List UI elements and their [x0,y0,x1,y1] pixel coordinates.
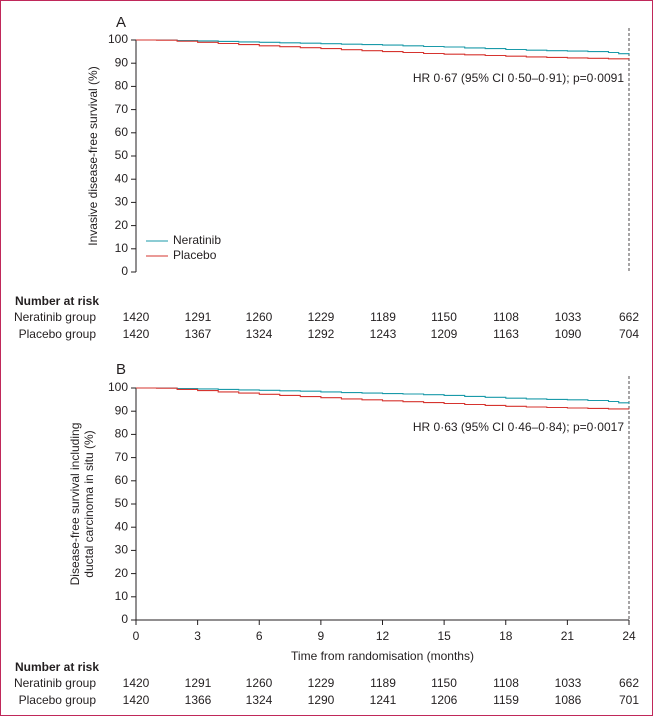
panel-b-risk-value: 1260 [246,676,273,690]
panel-a-y-axis-title: Invasive disease-free survival (%) [86,66,100,245]
panel-b-risk-header: Number at risk [15,660,99,674]
panel-b-x-tick-label: 9 [318,629,325,643]
panel-b-y-tick-label: 0 [121,612,128,626]
panel-a-y-tick-label: 60 [115,125,129,139]
panel-a-risk-value: 1292 [308,327,335,341]
panel-a-risk-value: 1189 [370,310,396,324]
panel-b-risk-value: 1420 [123,693,150,707]
legend-label-placebo: Placebo [173,248,217,262]
panel-a-risk-value: 1243 [370,327,397,341]
panel-a-risk-value: 1229 [308,310,335,324]
panel-b-x-tick-label: 6 [256,629,263,643]
legend-label-neratinib: Neratinib [173,233,221,247]
panel-a-risk-value: 704 [619,327,639,341]
panel-b-y-tick-label: 40 [115,519,129,533]
panel-b-risk-value: 1159 [493,693,519,707]
panel-b-y-tick-label: 50 [115,496,129,510]
panel-a-risk-value: 1420 [123,327,150,341]
panel-a-risk-value: 1090 [555,327,582,341]
panel-b-curve-neratinib [136,387,630,404]
panel-b-y-axis-title: Disease-free survival includingductal ca… [68,423,96,586]
panel-b-risk-value: 1086 [555,693,582,707]
panel-b-y-tick-label: 90 [115,403,129,417]
panel-b-y-tick-label: 100 [108,380,128,394]
panel-a-risk-value: 1209 [431,327,458,341]
panel-a-y-tick-label: 90 [115,55,129,69]
panel-b-risk-value: 1189 [370,676,396,690]
panel-a-y-tick-label: 30 [115,195,129,209]
panel-b-risk-value: 701 [619,693,639,707]
panel-a-y-tick-label: 10 [115,241,129,255]
panel-b-x-axis-title: Time from randomisation (months) [291,649,474,663]
panel-b-y-axis-title-line: ductal carcinoma in situ (%) [82,430,96,577]
panel-a-label: A [116,14,126,31]
panel-b-y-tick-label: 20 [115,566,129,580]
panel-a-risk-value: 1150 [431,310,457,324]
panel-b-y-tick-label: 70 [115,450,129,464]
panel-a-risk-value: 1324 [246,327,273,341]
panel-b-x-tick-label: 21 [561,629,575,643]
panel-b-x-tick-label: 15 [437,629,451,643]
panel-a-risk-value: 1420 [123,310,150,324]
panel-a-hr-annotation: HR 0·67 (95% CI 0·50–0·91); p=0·0091 [413,71,624,85]
panel-b-y-tick-label: 10 [115,589,129,603]
panel-a-risk-value: 1291 [185,310,212,324]
panel-b-risk-value: 662 [619,676,639,690]
panel-b-x-tick-label: 18 [499,629,513,643]
panel-a-y-tick-label: 70 [115,102,129,116]
panel-b-hr-annotation: HR 0·63 (95% CI 0·46–0·84); p=0·0017 [413,420,624,434]
panel-b-x-tick-label: 24 [622,629,636,643]
panel-b-risk-value: 1290 [308,693,335,707]
panel-a-risk-value: 1033 [555,310,582,324]
panel-b-risk-value: 1420 [123,676,150,690]
panel-b-risk-value: 1150 [431,676,457,690]
panel-a-y-tick-label: 40 [115,171,129,185]
panel-b-risk-value: 1366 [185,693,212,707]
panel-a-risk-header: Number at risk [15,294,99,308]
panel-a-y-tick-label: 80 [115,79,129,93]
panel-a-risk-value: 1163 [493,327,519,341]
panel-a-y-tick-label: 100 [108,32,128,46]
panel-a-y-tick-label: 20 [115,218,129,232]
panel-a-curve-placebo [136,39,630,60]
panel-b-y-axis-title-line: Disease-free survival including [68,423,82,586]
panel-a-y-tick-label: 50 [115,148,129,162]
panel-a-risk-value: 662 [619,310,639,324]
panel-a-risk-group-label: Neratinib group [14,310,96,324]
panel-b-y-tick-label: 30 [115,543,129,557]
panel-b-risk-value: 1291 [185,676,212,690]
panel-b-x-tick-label: 12 [376,629,390,643]
panel-a-risk-value: 1108 [493,310,519,324]
panel-a-risk-value: 1367 [185,327,212,341]
panel-a-curve-neratinib [136,39,630,55]
panel-a-risk-group-label: Placebo group [19,327,97,341]
panel-a-risk-value: 1260 [246,310,273,324]
panel-b-y-tick-label: 60 [115,473,129,487]
panel-b-risk-value: 1033 [555,676,582,690]
panel-b-risk-value: 1206 [431,693,458,707]
panel-b-risk-value: 1229 [308,676,335,690]
panel-b-curve-placebo [136,387,630,410]
panel-b-risk-group-label: Placebo group [19,693,97,707]
panel-b-x-tick-label: 3 [194,629,201,643]
panel-b-label: B [116,361,126,378]
panel-b-risk-value: 1324 [246,693,273,707]
panel-b-risk-value: 1241 [370,693,397,707]
panel-b-risk-value: 1108 [493,676,519,690]
panel-b-risk-group-label: Neratinib group [14,676,96,690]
panel-b-x-tick-label: 0 [133,629,140,643]
panel-a-y-tick-label: 0 [121,264,128,278]
panel-b-y-tick-label: 80 [115,427,129,441]
